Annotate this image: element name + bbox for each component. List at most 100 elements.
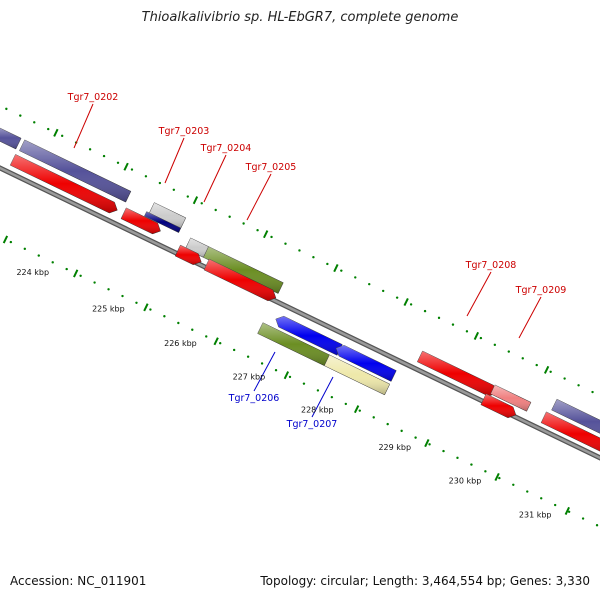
gene-features [0, 127, 600, 452]
inner-ruler-dot [484, 470, 487, 473]
inner-ruler-dot [232, 348, 236, 352]
inner-ruler-dot [65, 267, 68, 271]
gene-0205-olive-shade [203, 246, 284, 294]
outer-ruler-dot [158, 181, 162, 185]
outer-ruler-dot [186, 195, 189, 198]
inner-major-tick [73, 269, 79, 278]
ruler-label-7: 230 kbp [449, 477, 482, 486]
inner-ruler-dot [344, 402, 348, 406]
gene-0201-rna-shade [0, 128, 22, 149]
ruler-label-5: 228 kbp [301, 405, 334, 414]
inner-ruler-dot [302, 382, 306, 385]
gene-0208-cds-shade [417, 351, 497, 397]
inner-ruler-dot [330, 395, 334, 399]
inner-ruler-dot [205, 335, 208, 338]
ruler-label-2: 225 kbp [92, 304, 125, 313]
inner-ruler-dot [260, 362, 264, 365]
gene-label-6: Tgr7_0207 [286, 419, 338, 430]
inner-ruler-dot [219, 342, 222, 345]
outer-ruler-dot [409, 303, 413, 306]
inner-ruler-dot [540, 497, 543, 500]
gene-0204-cds-shade [175, 245, 202, 265]
inner-ruler-dot [442, 449, 445, 453]
outer-ruler-dot [340, 269, 343, 272]
gene-0209-cds-shade [480, 393, 516, 418]
inner-ruler-dot [79, 274, 82, 278]
outer-ruler-dot [423, 309, 427, 313]
label-leader-7 [466, 271, 492, 317]
inner-ruler-dot [246, 355, 250, 358]
gene-0207-khaki-shade [324, 354, 390, 395]
inner-ruler-dot [553, 503, 557, 507]
outer-ruler-dot [395, 296, 399, 299]
gene-0206-blue-shade [275, 316, 343, 356]
gene-0203-grey-shade [149, 202, 186, 229]
inner-ruler-dot [567, 510, 571, 513]
inner-major-tick [564, 506, 570, 515]
inner-ruler-dot [428, 443, 431, 446]
labels: 224 kbp 225 kbp 226 kbp 227 kbp 228 kbp 229 k… [16, 92, 566, 520]
inner-ruler-dot [526, 490, 529, 493]
inner-major-tick [143, 303, 149, 312]
inner-ruler-dot [595, 524, 599, 527]
label-leader-4 [246, 173, 272, 221]
inner-major-tick [494, 472, 500, 482]
inner-ruler-dot [288, 375, 292, 379]
outer-major-tick [543, 365, 550, 374]
backbone-line [0, 166, 600, 460]
inner-major-tick [283, 371, 290, 380]
map-title: Thioalkalivibrio sp. HL-EbGR7, complete … [141, 10, 459, 25]
ruler-label-3: 226 kbp [164, 339, 197, 348]
inner-ruler-dot [177, 321, 180, 325]
gene-0210-rna-shade [551, 399, 600, 434]
outer-ruler-dot [256, 229, 259, 232]
outer-major-tick [53, 128, 59, 137]
outer-ruler-dot [381, 289, 385, 293]
inner-major-tick [353, 405, 360, 414]
inner-major-tick [2, 235, 9, 244]
outer-ruler-dot [130, 168, 134, 171]
outer-ruler-dot [284, 242, 287, 245]
outer-ruler-dot [521, 357, 524, 360]
outer-ruler-dot [354, 276, 357, 279]
outer-ruler-dot [116, 161, 120, 165]
inner-ruler-dot [121, 294, 124, 298]
outer-major-tick [192, 196, 199, 205]
outer-ruler-dot [493, 343, 497, 347]
gene-label-1: Tgr7_0202 [67, 92, 119, 103]
outer-ruler-dot [312, 255, 315, 259]
inner-ruler-dot [512, 483, 515, 487]
inner-ruler-dot [51, 261, 54, 264]
outer-ruler-dot [88, 148, 92, 151]
gene-0207-blue-shade [336, 345, 397, 382]
outer-ruler-dot [591, 390, 594, 394]
inner-ruler-dot [274, 368, 278, 372]
gene-label-5: Tgr7_0206 [228, 393, 280, 404]
inner-ruler-dot [581, 517, 585, 520]
inner-ruler-dot [9, 240, 13, 244]
inner-ruler-dot [372, 416, 375, 419]
gene-label-7: Tgr7_0208 [465, 260, 517, 271]
outer-ruler-dot [172, 188, 176, 191]
gene-0202-cds-shade [10, 154, 118, 213]
backbone [0, 165, 600, 461]
gene-0205-cds-shade [204, 259, 276, 301]
outer-major-tick [263, 230, 269, 239]
label-leaders [73, 103, 542, 418]
gene-label-3: Tgr7_0204 [200, 143, 252, 154]
outer-ruler-dot [200, 202, 203, 205]
inner-ruler-dot [316, 389, 320, 392]
ruler-label-6: 229 kbp [378, 443, 411, 452]
outer-ruler-dot [19, 114, 22, 117]
outer-ruler-dot [437, 316, 441, 320]
outer-ruler-dot [228, 215, 231, 218]
gene-0203-cds-shade [121, 207, 161, 234]
inner-ruler-dot [400, 429, 403, 433]
inner-ruler-dot [37, 254, 40, 257]
label-leader-8 [518, 296, 542, 339]
inner-major-tick [424, 439, 430, 448]
outer-ruler-dot [270, 235, 273, 239]
gene-0209-pink-shade [490, 384, 531, 412]
inner-ruler-dot [358, 409, 361, 412]
